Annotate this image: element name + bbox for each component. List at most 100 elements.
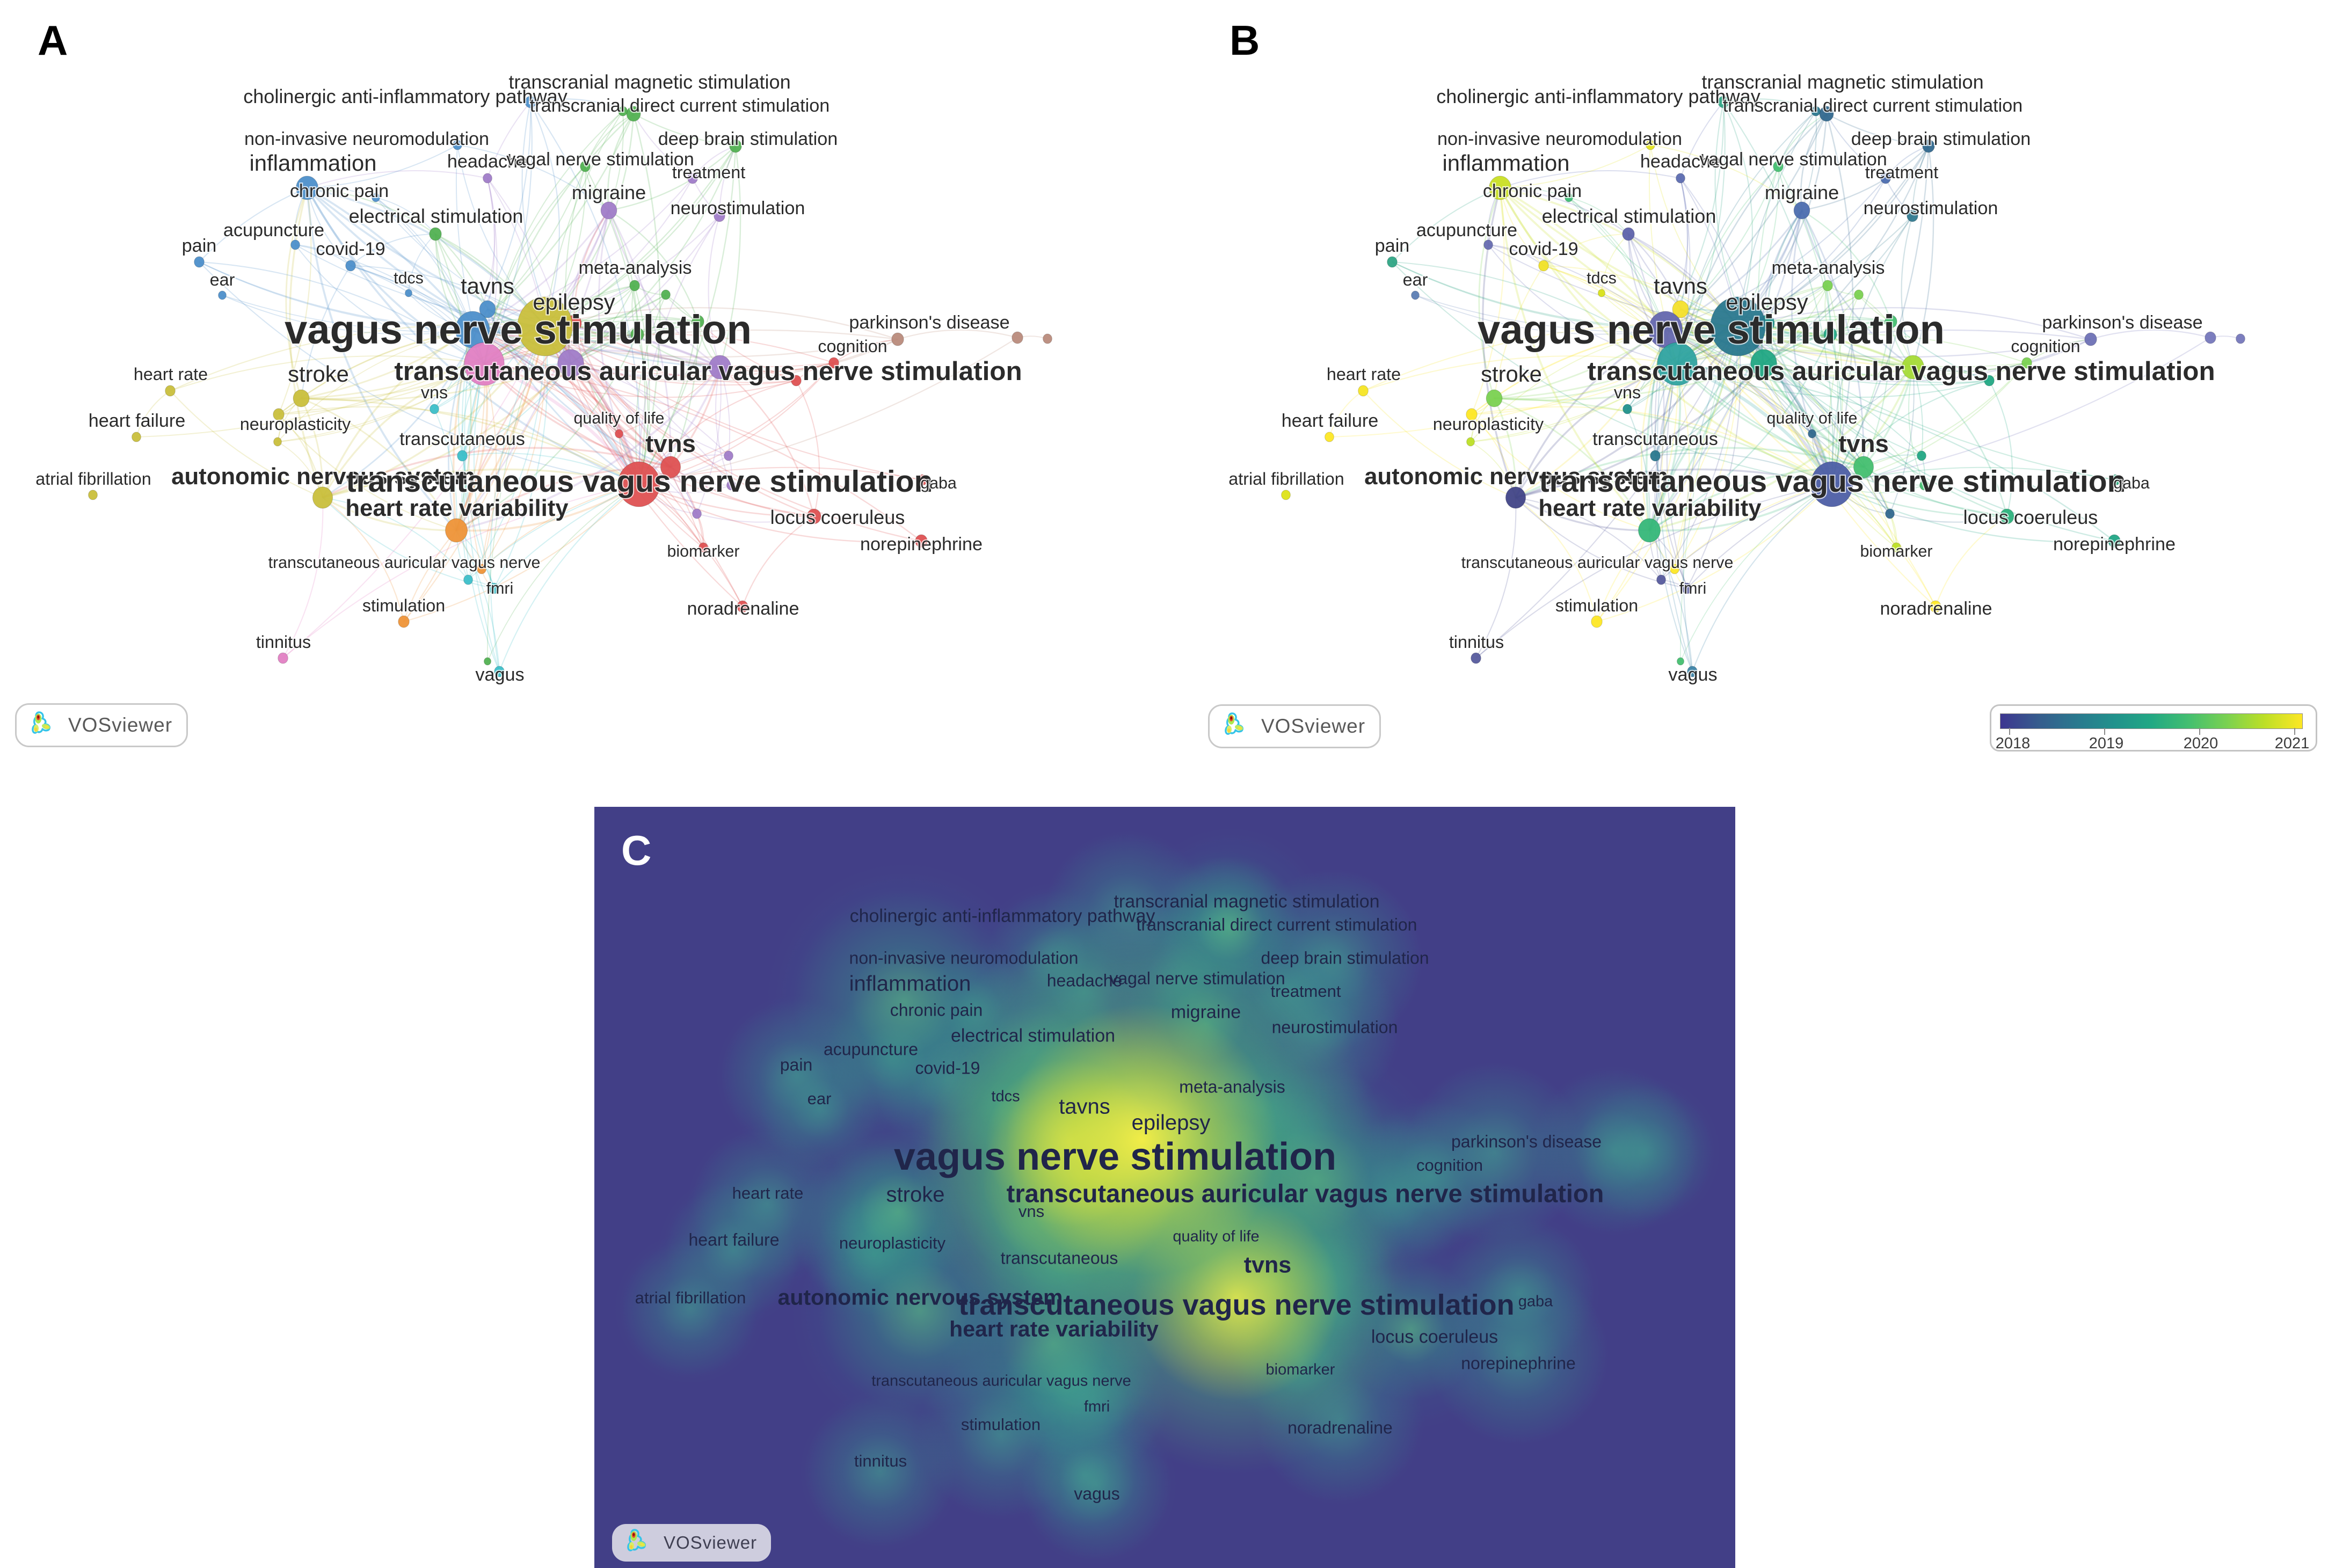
keyword-node-heart-rate[interactable] — [1358, 385, 1369, 397]
keyword-node-treatment[interactable] — [1880, 172, 1891, 184]
keyword-node-covid-19[interactable] — [345, 260, 356, 272]
keyword-node-transcutaneous-auricular-vagus-nerve-stimulation[interactable] — [1902, 355, 1924, 380]
keyword-node-vns[interactable] — [1623, 404, 1632, 414]
keyword-node-transcranial-direct-current-stimulation[interactable] — [618, 106, 628, 116]
keyword-node-vagal-nerve-stimulation[interactable] — [580, 161, 591, 172]
keyword-node-transcranial-magnetic-stimulation[interactable] — [1819, 106, 1834, 122]
keyword-node-cholinergic-anti-inflammatory-pathway[interactable] — [525, 96, 536, 108]
keyword-node-gaba[interactable] — [2110, 474, 2121, 486]
keyword-node-fmri[interactable] — [1682, 582, 1692, 594]
keyword-node-heart-failure[interactable] — [132, 432, 141, 442]
keyword-node-transcutaneous-vagus-nerve-stimulation[interactable] — [1810, 461, 1853, 507]
keyword-node[interactable] — [726, 480, 736, 491]
keyword-node-biomarker[interactable] — [699, 542, 708, 553]
keyword-node-pain[interactable] — [194, 256, 205, 268]
keyword-node-parkinson-s-disease[interactable] — [2084, 332, 2097, 346]
keyword-node-transcutaneous-auricular-vagus-nerve-stimulation[interactable] — [709, 355, 731, 380]
keyword-node-deep-brain-stimulation[interactable] — [1922, 139, 1935, 153]
keyword-node[interactable] — [2236, 333, 2245, 344]
keyword-node-transcutaneous-auricular-vagus-nerve[interactable] — [1670, 564, 1679, 574]
keyword-node-tvns[interactable] — [660, 456, 681, 478]
keyword-node-inflammation[interactable] — [1489, 176, 1511, 200]
keyword-node-autonomic-nervous-system[interactable] — [312, 486, 333, 509]
keyword-node[interactable] — [273, 408, 285, 421]
keyword-node-chronic-pain[interactable] — [372, 193, 380, 202]
keyword-node-acupuncture[interactable] — [1483, 239, 1493, 250]
keyword-node[interactable] — [791, 375, 802, 386]
keyword-node[interactable] — [2205, 331, 2216, 344]
keyword-node-pain[interactable] — [1387, 256, 1398, 268]
keyword-node-migraine[interactable] — [600, 201, 617, 220]
keyword-node-cognition[interactable] — [2021, 357, 2032, 369]
keyword-node-transcranial-magnetic-stimulation[interactable] — [626, 106, 641, 122]
keyword-node-autonomic-nervous-system[interactable] — [1505, 486, 1526, 509]
keyword-node[interactable] — [1917, 450, 1926, 461]
keyword-node-tinnitus[interactable] — [1471, 652, 1481, 664]
keyword-node[interactable] — [484, 657, 491, 666]
keyword-node[interactable] — [1466, 408, 1478, 421]
keyword-node-meta-analysis[interactable] — [629, 280, 640, 291]
keyword-node[interactable] — [1885, 315, 1897, 329]
keyword-node-cognition[interactable] — [828, 357, 839, 369]
keyword-node-quality-of-life[interactable] — [1808, 429, 1816, 439]
keyword-node-vagus-nerve-stimulation[interactable] — [1710, 296, 1766, 356]
keyword-node-vagal-nerve-stimulation[interactable] — [1773, 161, 1784, 172]
keyword-node-transcranial-direct-current-stimulation[interactable] — [1811, 106, 1821, 116]
keyword-node[interactable] — [630, 327, 644, 342]
keyword-node-neurostimulation[interactable] — [714, 209, 725, 222]
keyword-node-transcutaneous-vagus-nerve-stimulation[interactable] — [617, 461, 660, 507]
keyword-node-treatment[interactable] — [687, 172, 698, 184]
keyword-node-tdcs[interactable] — [405, 289, 412, 297]
keyword-node[interactable] — [724, 450, 733, 461]
keyword-node[interactable] — [692, 508, 702, 519]
keyword-node-noradrenaline[interactable] — [737, 600, 748, 613]
keyword-node-deep-brain-stimulation[interactable] — [729, 139, 742, 153]
keyword-node[interactable] — [557, 349, 584, 378]
keyword-node-atrial-fibrillation[interactable] — [88, 490, 98, 500]
keyword-node-vagus[interactable] — [494, 666, 505, 677]
keyword-node-stroke[interactable] — [1486, 389, 1503, 407]
keyword-node-electrical-stimulation[interactable] — [1622, 227, 1635, 241]
keyword-node[interactable] — [1750, 349, 1777, 378]
keyword-node-stimulation[interactable] — [1591, 615, 1603, 628]
keyword-node[interactable] — [692, 315, 704, 329]
keyword-node-acupuncture[interactable] — [290, 239, 300, 250]
keyword-node-non-invasive-neuromodulation[interactable] — [1646, 140, 1655, 150]
keyword-node-ear[interactable] — [1411, 290, 1420, 300]
keyword-node-chronic-pain[interactable] — [1565, 193, 1573, 202]
keyword-node[interactable] — [1984, 375, 1995, 386]
keyword-node[interactable] — [1885, 508, 1895, 519]
keyword-node[interactable] — [1656, 574, 1666, 585]
keyword-node[interactable] — [1012, 331, 1023, 344]
keyword-node-heart-rate-variability[interactable] — [445, 518, 468, 543]
keyword-node-norepinephrine[interactable] — [915, 534, 928, 548]
keyword-node-noradrenaline[interactable] — [1930, 600, 1941, 613]
keyword-node-cholinergic-anti-inflammatory-pathway[interactable] — [1718, 96, 1729, 108]
keyword-node-vagus[interactable] — [1687, 666, 1698, 677]
keyword-node-heart-rate-variability[interactable] — [1638, 518, 1661, 543]
keyword-node-headache[interactable] — [483, 173, 492, 184]
keyword-node-quality-of-life[interactable] — [615, 429, 623, 439]
keyword-node-heart-rate[interactable] — [165, 385, 176, 397]
keyword-node[interactable] — [464, 342, 505, 386]
keyword-node-non-invasive-neuromodulation[interactable] — [453, 140, 462, 150]
keyword-node-tvns[interactable] — [1853, 456, 1874, 478]
keyword-node-transcutaneous[interactable] — [1650, 450, 1661, 462]
keyword-node[interactable] — [1043, 333, 1052, 344]
keyword-node-heart-failure[interactable] — [1325, 432, 1334, 442]
keyword-node-tdcs[interactable] — [1598, 289, 1605, 297]
keyword-node[interactable] — [1854, 289, 1864, 300]
keyword-node-tavns[interactable] — [479, 300, 496, 318]
keyword-node-vagus-nerve-stimulation[interactable] — [517, 296, 573, 356]
keyword-node-tinnitus[interactable] — [278, 652, 288, 664]
keyword-node[interactable] — [661, 289, 671, 300]
keyword-node-headache[interactable] — [1676, 173, 1685, 184]
keyword-node-covid-19[interactable] — [1538, 260, 1549, 272]
keyword-node-biomarker[interactable] — [1892, 542, 1901, 553]
keyword-node-tavns[interactable] — [1672, 300, 1689, 318]
keyword-node-neurostimulation[interactable] — [1907, 209, 1918, 222]
keyword-node-neuroplasticity[interactable] — [273, 437, 282, 447]
keyword-node-parkinson-s-disease[interactable] — [891, 332, 904, 346]
keyword-node-inflammation[interactable] — [296, 176, 318, 200]
keyword-node-stroke[interactable] — [293, 389, 310, 407]
